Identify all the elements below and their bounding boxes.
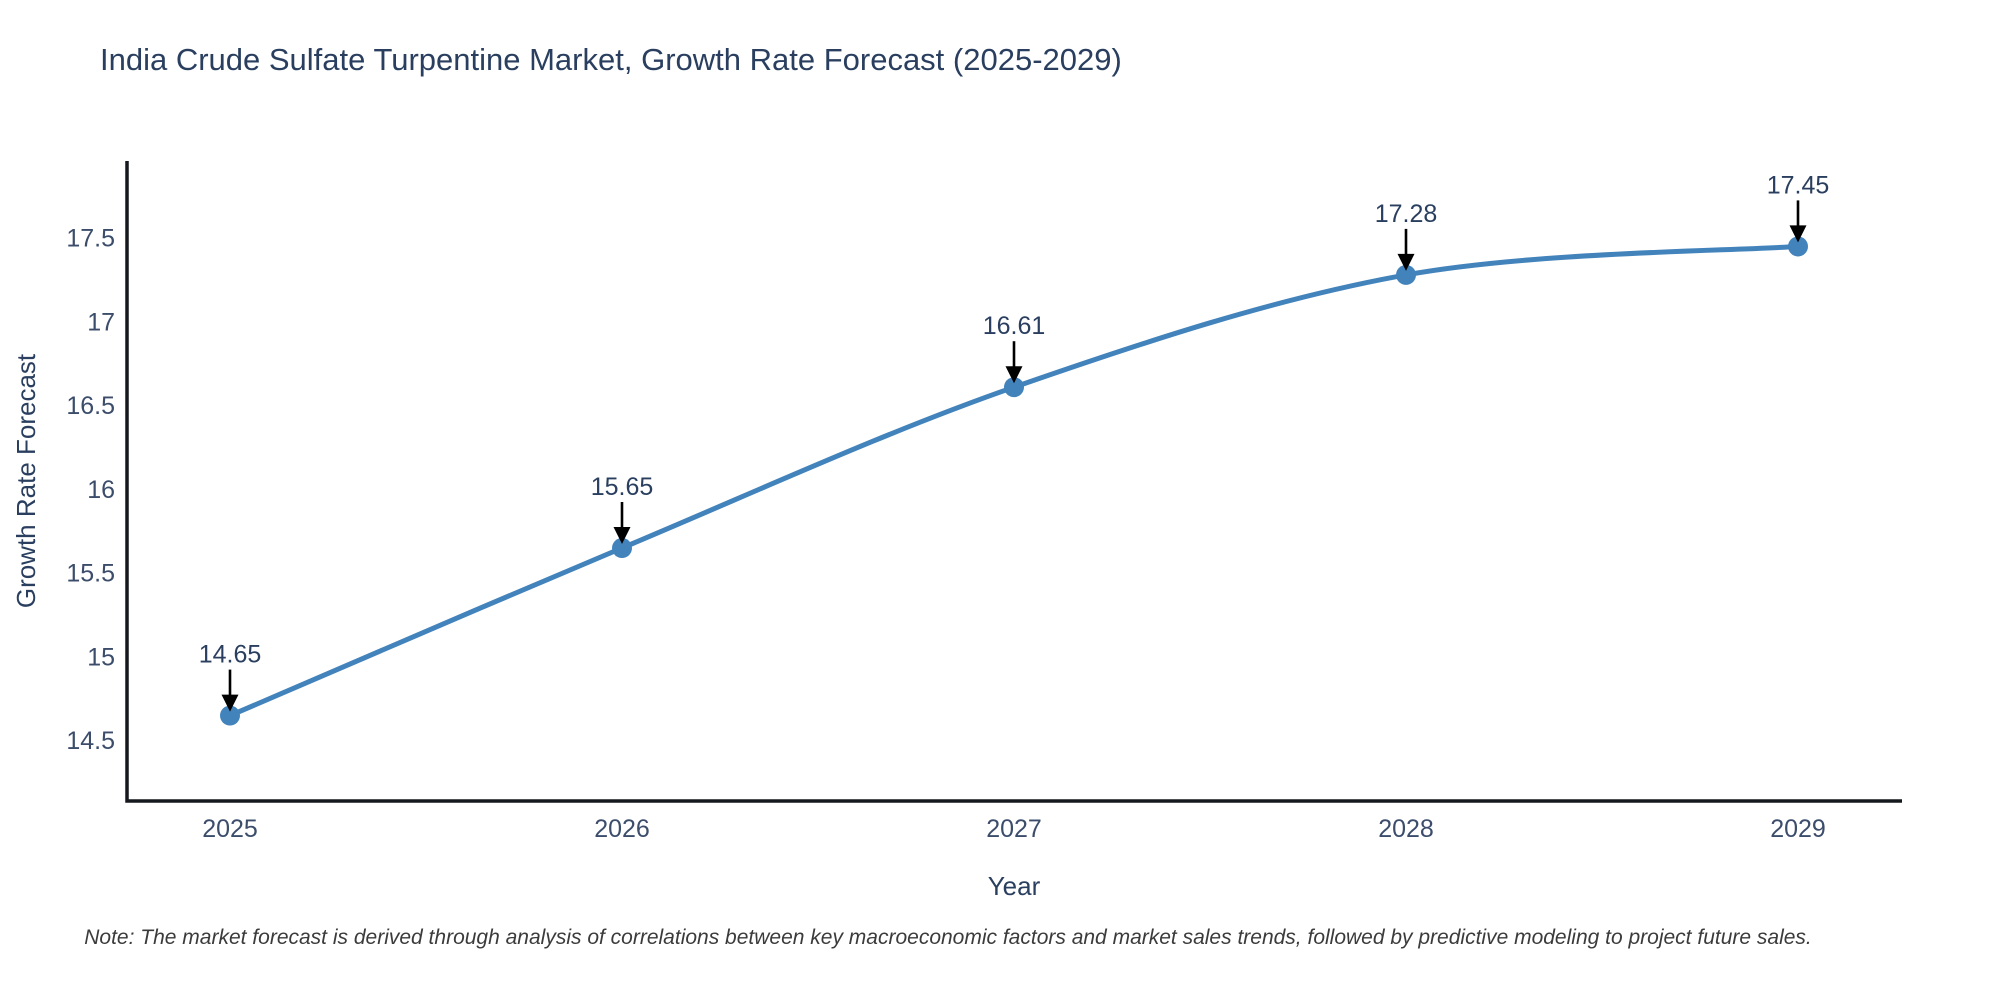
x-axis-title: Year [987,871,1041,901]
y-axis-tick-label: 16 [87,476,115,504]
data-point-marker [1396,264,1416,285]
data-point-marker [1788,236,1808,257]
chart-title: India Crude Sulfate Turpentine Market, G… [100,42,1122,77]
chart-note: Note: The market forecast is derived thr… [84,926,1812,949]
y-axis-tick-label: 17.5 [66,225,115,253]
point-annotation-label: 14.65 [199,641,262,669]
x-axis-tick-label: 2029 [1770,815,1826,843]
data-point-marker [220,705,240,726]
annotation-arrow-head [1789,225,1807,243]
x-axis-tick-label: 2027 [986,815,1042,843]
x-axis-tick-label: 2028 [1378,815,1434,843]
data-point-marker [612,538,632,559]
point-annotation-label: 15.65 [591,473,654,501]
y-axis-tick-label: 16.5 [66,392,115,420]
point-annotation-label: 17.45 [1767,171,1830,199]
annotation-arrow-head [1397,253,1415,271]
y-axis-tick-label: 15 [87,643,115,671]
y-axis-tick-label: 17 [87,308,115,336]
y-axis-tick-label: 14.5 [66,727,115,755]
annotation-arrow-head [613,527,631,544]
x-axis-tick-label: 2026 [594,815,650,843]
data-point-marker [1004,377,1024,398]
y-axis-tick-label: 15.5 [66,560,115,588]
annotation-arrow-head [221,694,239,712]
point-annotation-label: 17.28 [1375,200,1438,228]
point-annotation-label: 16.61 [983,312,1046,340]
axis-lines [125,161,1902,803]
x-axis-tick-label: 2025 [202,815,258,843]
annotation-arrow-head [1005,366,1023,384]
